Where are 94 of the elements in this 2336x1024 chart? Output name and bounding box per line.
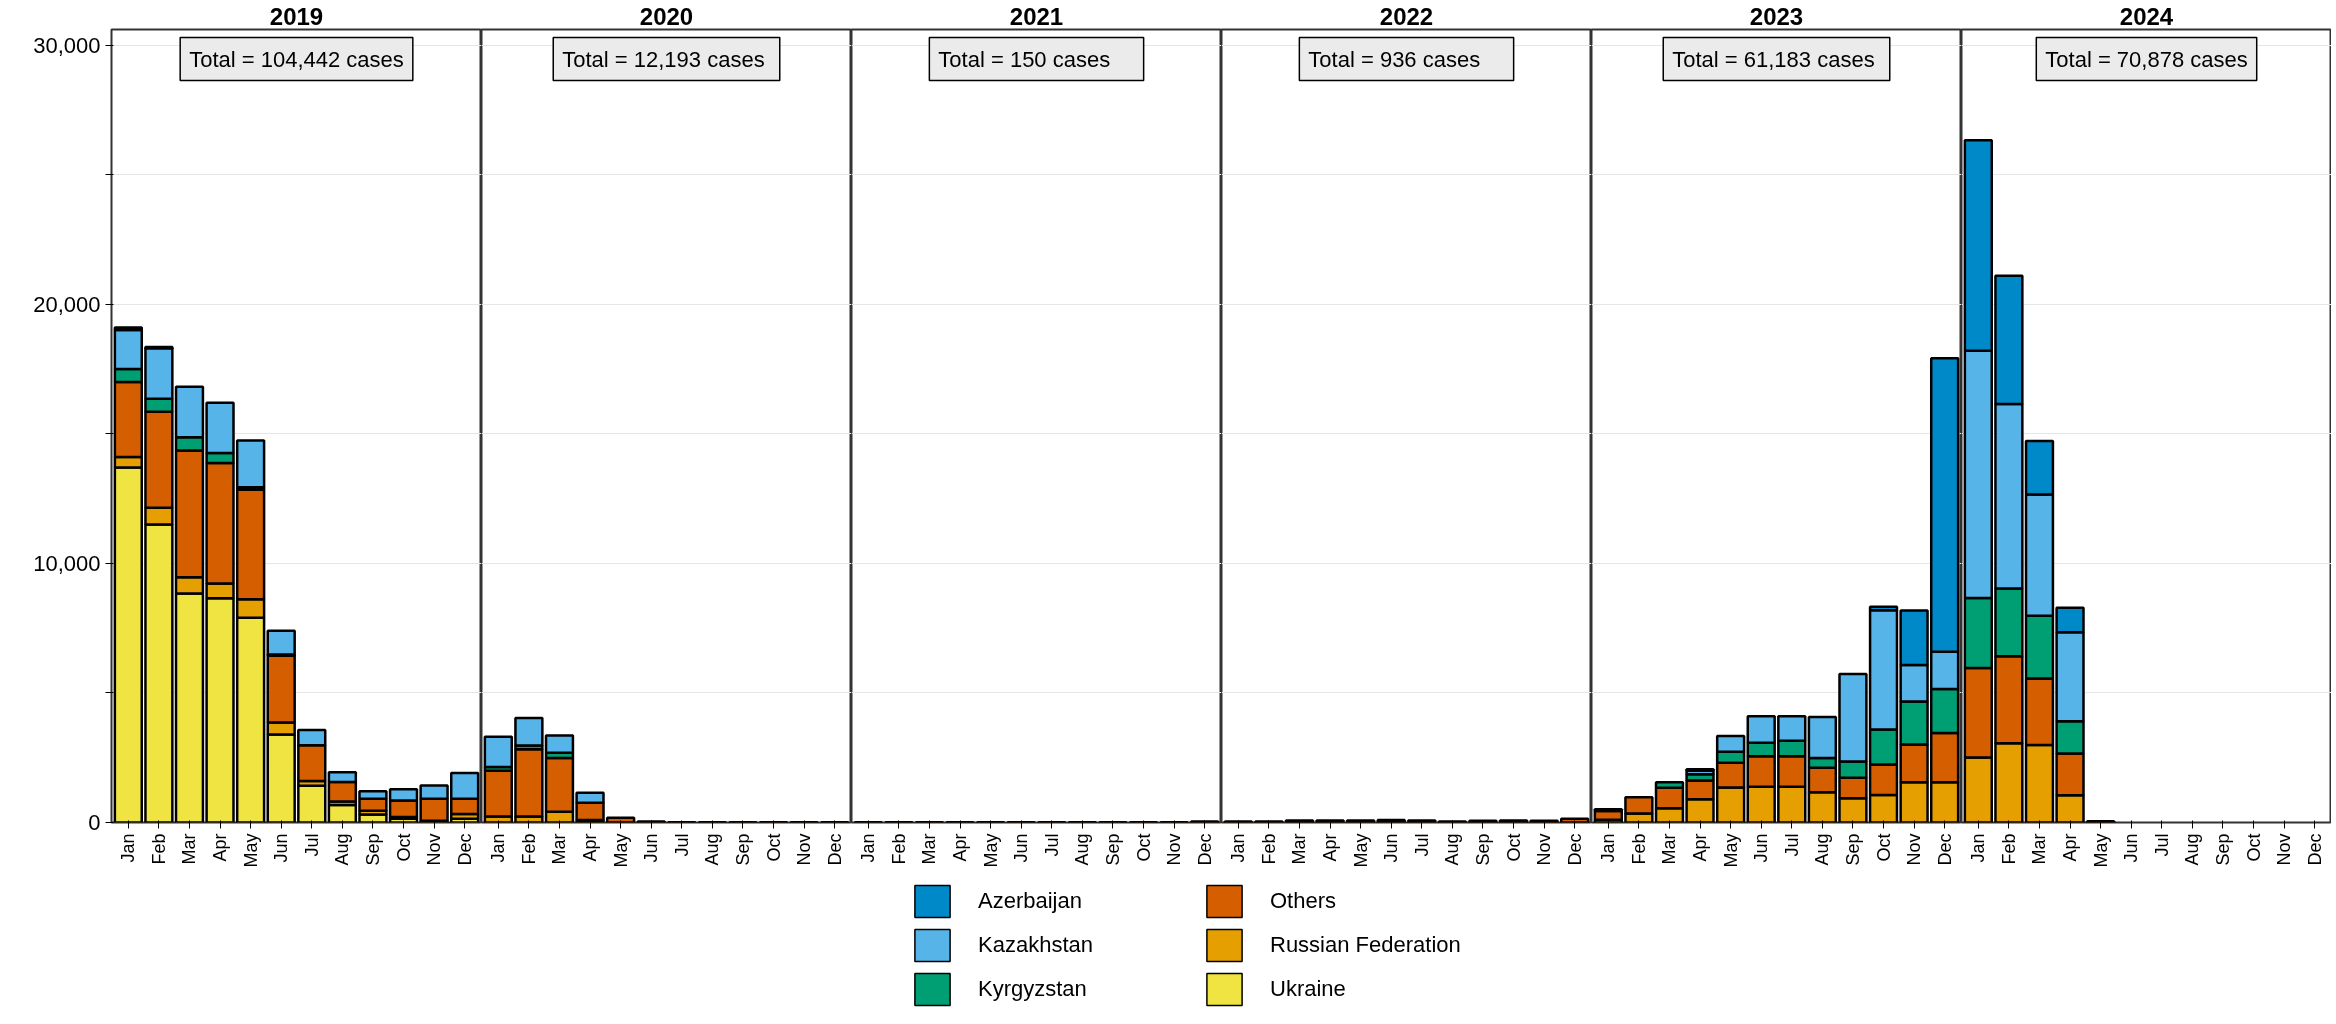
- x-tick-label: Dec: [2304, 833, 2325, 866]
- x-tick-label: Jun: [1751, 833, 1772, 863]
- annotation: Total = 61,183 cases: [1672, 46, 1875, 72]
- x-tick-label: Nov: [1164, 833, 1185, 866]
- chart-title: 2023: [1749, 2, 1804, 30]
- x-tick-label: Aug: [1072, 833, 1093, 866]
- chart-title: 2022: [1379, 2, 1434, 30]
- x-tick-label: Dec: [824, 833, 845, 866]
- legend-label: Ukraine: [1270, 976, 1347, 1002]
- x-tick-label: Feb: [888, 833, 909, 865]
- annotation: Total = 70,878 cases: [2045, 46, 2248, 72]
- x-tick-label: Aug: [332, 833, 353, 866]
- x-tick-label: Jan: [1228, 833, 1249, 863]
- legend-label: Others: [1270, 888, 1338, 914]
- x-tick-label: Jan: [488, 833, 509, 863]
- chart-title: 2021: [1009, 2, 1064, 30]
- chart-title: 2020: [639, 2, 694, 30]
- x-tick-label: May: [1720, 833, 1741, 868]
- x-tick-label: Oct: [1133, 833, 1154, 862]
- x-tick-label: Jul: [1411, 833, 1432, 857]
- x-tick-label: Nov: [2274, 833, 2295, 866]
- x-tick-label: Oct: [1873, 833, 1894, 862]
- y-tick-label: 20,000: [33, 291, 101, 317]
- x-tick-label: May: [1350, 833, 1371, 868]
- x-tick-label: Apr: [1320, 833, 1341, 862]
- x-tick-label: Jul: [671, 833, 692, 857]
- x-tick-label: May: [980, 833, 1001, 868]
- x-tick-label: Jul: [1041, 833, 1062, 857]
- y-tick-label: 0: [88, 810, 101, 835]
- annotation: Total = 936 cases: [1308, 46, 1481, 72]
- chart-title: 2019: [269, 2, 324, 30]
- x-tick-label: Oct: [763, 833, 784, 862]
- x-tick-label: Nov: [424, 833, 445, 866]
- x-tick-label: Jun: [641, 833, 662, 863]
- x-tick-label: Mar: [179, 833, 200, 865]
- x-tick-label: Dec: [454, 833, 475, 866]
- x-tick-label: May: [2090, 833, 2111, 868]
- x-tick-label: Mar: [2029, 833, 2050, 865]
- x-tick-label: Sep: [732, 833, 753, 866]
- x-tick-label: Sep: [1102, 833, 1123, 866]
- x-tick-label: Jul: [2151, 833, 2172, 857]
- legend-label: Azerbaijan: [978, 888, 1083, 914]
- x-tick-label: Mar: [919, 833, 940, 865]
- x-tick-label: Feb: [1258, 833, 1279, 865]
- y-tick-label: 30,000: [33, 32, 101, 58]
- legend-label: Russian Federation: [1270, 932, 1462, 958]
- x-tick-label: Mar: [1289, 833, 1310, 865]
- legend-label: Kyrgyzstan: [978, 976, 1088, 1002]
- x-tick-label: Jun: [271, 833, 292, 863]
- x-tick-label: Apr: [2060, 833, 2081, 862]
- x-tick-label: May: [610, 833, 631, 868]
- x-tick-label: Jan: [118, 833, 139, 863]
- x-tick-label: Oct: [2243, 833, 2264, 862]
- x-tick-label: Aug: [2182, 833, 2203, 866]
- x-tick-label: Apr: [210, 833, 231, 862]
- x-tick-label: May: [240, 833, 261, 868]
- chart-title: 2024: [2119, 2, 2174, 30]
- x-tick-label: Nov: [1534, 833, 1555, 866]
- x-tick-label: Nov: [794, 833, 815, 866]
- x-tick-label: Aug: [1442, 833, 1463, 866]
- x-tick-label: Sep: [1842, 833, 1863, 866]
- x-tick-label: Feb: [1628, 833, 1649, 865]
- x-tick-label: Feb: [518, 833, 539, 865]
- x-tick-label: Jul: [301, 833, 322, 857]
- x-tick-label: Dec: [1564, 833, 1585, 866]
- x-tick-label: Sep: [1472, 833, 1493, 866]
- x-tick-label: Apr: [1690, 833, 1711, 862]
- x-tick-label: Jan: [1598, 833, 1619, 863]
- x-tick-label: Jul: [1781, 833, 1802, 857]
- annotation: Total = 12,193 cases: [562, 46, 765, 72]
- x-tick-label: Feb: [148, 833, 169, 865]
- x-tick-label: Jan: [858, 833, 879, 863]
- x-tick-label: Sep: [2212, 833, 2233, 866]
- x-tick-label: Aug: [1812, 833, 1833, 866]
- x-tick-label: Dec: [1194, 833, 1215, 866]
- x-tick-label: Apr: [580, 833, 601, 862]
- x-tick-label: Oct: [393, 833, 414, 862]
- x-tick-label: Sep: [362, 833, 383, 866]
- x-tick-label: Mar: [549, 833, 570, 865]
- legend-label: Kazakhstan: [978, 932, 1094, 958]
- x-tick-label: Jun: [1381, 833, 1402, 863]
- x-tick-label: Oct: [1503, 833, 1524, 862]
- annotation: Total = 150 cases: [938, 46, 1111, 72]
- x-tick-label: Jan: [1968, 833, 1989, 863]
- x-tick-label: Apr: [950, 833, 971, 862]
- x-tick-label: Feb: [1998, 833, 2019, 865]
- y-tick-label: 10,000: [33, 550, 101, 576]
- x-tick-label: Nov: [1904, 833, 1925, 866]
- x-tick-label: Mar: [1659, 833, 1680, 865]
- x-tick-label: Jun: [1011, 833, 1032, 863]
- x-tick-label: Aug: [702, 833, 723, 866]
- x-tick-label: Dec: [1934, 833, 1955, 866]
- x-tick-label: Jun: [2121, 833, 2142, 863]
- annotation: Total = 104,442 cases: [189, 46, 404, 72]
